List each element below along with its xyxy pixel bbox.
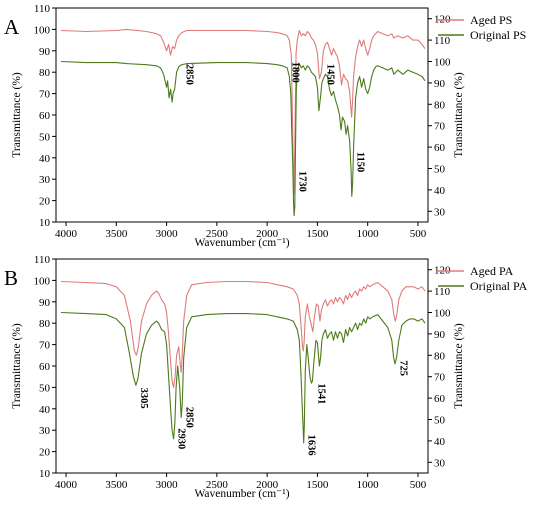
peak-label: 1450: [324, 64, 335, 85]
plot-frame: [55, 258, 429, 474]
x-tick-label: 500: [410, 228, 427, 240]
y-left-axis-label: Transmittance (%): [11, 323, 23, 409]
y-left-tick-label: 90: [39, 46, 51, 58]
y-left-tick-label: 60: [39, 110, 51, 122]
panel-letter: A: [4, 15, 20, 39]
y-right-tick-label: 50: [434, 415, 446, 427]
peak-label: 2930: [176, 428, 187, 449]
y-right-tick-label: 40: [434, 436, 446, 448]
y-left-tick-label: 30: [39, 425, 51, 437]
y-left-tick-label: 110: [34, 254, 51, 266]
y-right-axis-label: Transmittance (%): [453, 72, 465, 158]
y-left-tick-label: 100: [34, 24, 51, 36]
y-left-tick-label: 60: [39, 361, 51, 373]
peak-label: 3305: [138, 388, 149, 409]
panel-letter: B: [4, 266, 18, 290]
x-tick-label: 3500: [105, 228, 128, 240]
x-axis-label: Wavenumber (cm⁻¹): [194, 237, 289, 249]
y-left-tick-label: 70: [39, 89, 51, 101]
x-tick-label: 500: [410, 479, 427, 491]
x-tick-label: 2500: [206, 479, 229, 491]
y-left-tick-label: 30: [39, 174, 51, 186]
y-left-tick-label: 110: [34, 3, 51, 15]
peak-label: 1150: [355, 152, 366, 172]
x-tick-label: 2500: [206, 228, 229, 240]
y-left-tick-label: 40: [39, 404, 51, 416]
y-left-tick-label: 20: [39, 447, 51, 459]
x-tick-label: 1500: [306, 228, 329, 240]
y-right-tick-label: 100: [434, 308, 451, 320]
y-right-tick-label: 110: [434, 35, 451, 47]
y-left-tick-label: 50: [39, 382, 51, 394]
x-tick-label: 3500: [105, 479, 128, 491]
y-left-tick-label: 70: [39, 340, 51, 352]
panel-b: 4000 3500 3000 2500 2000 1500 1000 500 10 20 30 40 5…: [4, 254, 528, 500]
y-right-tick-label: 80: [434, 350, 446, 362]
y-left-tick-label: 20: [39, 196, 51, 208]
y-right-tick-label: 30: [434, 457, 446, 469]
series-line-original-pa: [60, 311, 426, 444]
peak-label: 1730: [296, 171, 307, 192]
y-right-tick-label: 60: [434, 393, 446, 405]
x-tick-label: 1500: [306, 479, 329, 491]
x-tick-label: 1000: [357, 228, 380, 240]
y-right-tick-label: 70: [434, 372, 446, 384]
peak-label: 2850: [184, 407, 195, 428]
y-left-tick-label: 10: [39, 468, 51, 480]
y-right-tick-label: 110: [434, 286, 451, 298]
y-left-tick-label: 40: [39, 153, 51, 165]
series-line-aged-pa: [60, 280, 426, 388]
x-axis-label: Wavenumber (cm⁻¹): [194, 488, 289, 500]
y-right-tick-label: 60: [434, 142, 446, 154]
y-right-tick-label: 30: [434, 206, 446, 218]
panel-a: 4000 3500 3000 2500 2000 1500 1000 500 10 20 30 40 5…: [4, 3, 526, 249]
y-right-tick-label: 40: [434, 185, 446, 197]
x-tick-label: 3000: [156, 228, 179, 240]
series-line-original-ps: [60, 60, 426, 217]
y-left-tick-label: 80: [39, 67, 51, 79]
x-tick-label: 4000: [55, 479, 78, 491]
y-left-tick-label: 10: [39, 217, 51, 229]
peak-label: 1800: [289, 62, 300, 83]
y-right-tick-label: 90: [434, 78, 446, 90]
peak-label: 1636: [306, 435, 317, 456]
y-right-tick-label: 50: [434, 164, 446, 176]
x-tick-label: 1000: [357, 479, 380, 491]
y-right-tick-label: 80: [434, 99, 446, 111]
y-right-tick-label: 100: [434, 57, 451, 69]
y-left-tick-label: 90: [39, 297, 51, 309]
y-left-tick-label: 80: [39, 318, 51, 330]
y-left-tick-label: 50: [39, 131, 51, 143]
peak-label: 2850: [184, 64, 195, 85]
x-tick-label: 2000: [256, 479, 279, 491]
y-right-tick-label: 70: [434, 121, 446, 133]
y-right-tick-label: 90: [434, 329, 446, 341]
x-tick-label: 2000: [256, 228, 279, 240]
y-right-axis-label: Transmittance (%): [453, 323, 465, 409]
x-tick-label: 4000: [55, 228, 78, 240]
peak-label: 1541: [315, 383, 326, 404]
legend-entry: Original PS: [470, 28, 526, 42]
peak-label: 725: [397, 360, 408, 376]
y-left-axis-label: Transmittance (%): [11, 72, 23, 158]
y-left-tick-label: 100: [34, 275, 51, 287]
x-tick-label: 3000: [156, 479, 179, 491]
legend-entry: Aged PS: [470, 13, 512, 27]
legend-entry: Original PA: [470, 279, 528, 293]
legend-entry: Aged PA: [470, 264, 514, 278]
series-line-aged-ps: [60, 28, 426, 195]
